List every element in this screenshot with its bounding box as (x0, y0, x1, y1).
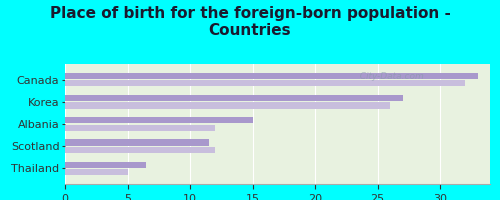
Text: City-Data.com: City-Data.com (354, 72, 424, 81)
Bar (65, 139, 209, 146)
Bar (65, 125, 215, 131)
Bar (65, 73, 478, 79)
Bar (65, 162, 146, 168)
Bar (65, 169, 128, 175)
Bar (65, 102, 390, 109)
Text: Place of birth for the foreign-born population -
Countries: Place of birth for the foreign-born popu… (50, 6, 450, 38)
Bar (65, 80, 465, 86)
Bar (65, 117, 252, 123)
Bar (65, 95, 402, 101)
Bar (65, 147, 215, 153)
